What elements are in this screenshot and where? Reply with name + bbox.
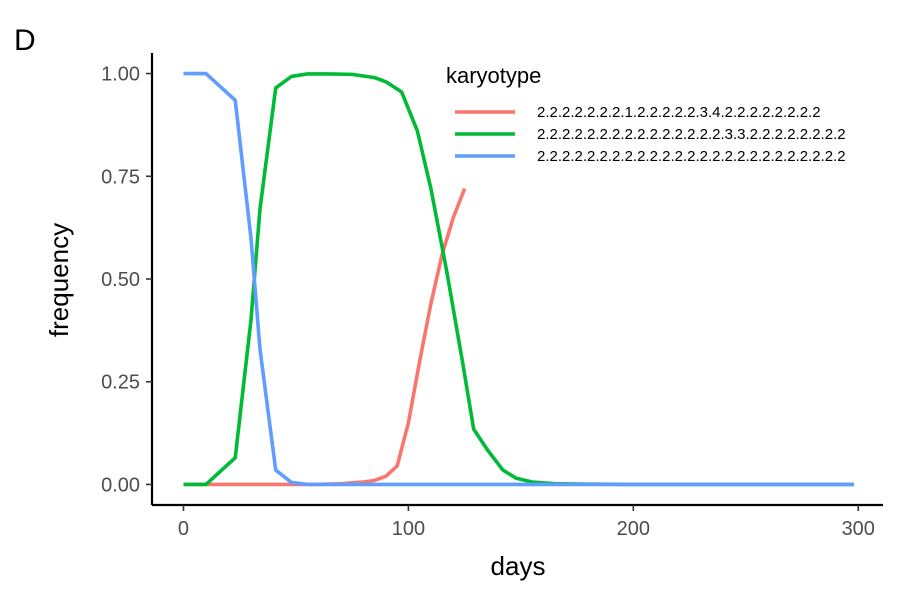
- panel-label: D: [14, 24, 36, 57]
- legend-label-1: 2.2.2.2.2.2.2.1.2.2.2.2.2.3.4.2.2.2.2.2.…: [537, 104, 821, 121]
- legend-label-3: 2.2.2.2.2.2.2.2.2.2.2.2.2.2.2.2.2.2.2.2.…: [537, 148, 846, 165]
- y-tick-label: 0.75: [101, 166, 140, 188]
- x-axis-title: days: [491, 551, 546, 581]
- x-tick-label: 300: [842, 518, 875, 540]
- x-tick-label: 200: [617, 518, 650, 540]
- legend-label-2: 2.2.2.2.2.2.2.2.2.2.2.2.2.2.2.3.3.2.2.2.…: [537, 126, 846, 143]
- series-line-1: [183, 187, 467, 487]
- series-line-3: [183, 71, 854, 487]
- y-axis-ticks: 0.00 0.25 0.50 0.75 1.00: [101, 64, 152, 496]
- y-axis-title: frequency: [44, 223, 74, 337]
- y-tick-label: 1.00: [101, 64, 140, 86]
- legend-title: karyotype: [446, 63, 541, 88]
- y-tick-label: 0.50: [101, 269, 140, 291]
- x-tick-label: 100: [392, 518, 425, 540]
- x-axis-ticks: 0 100 200 300: [178, 505, 875, 540]
- y-tick-label: 0.00: [101, 474, 140, 496]
- y-tick-label: 0.25: [101, 372, 140, 394]
- legend-items: 2.2.2.2.2.2.2.1.2.2.2.2.2.3.4.2.2.2.2.2.…: [455, 104, 846, 165]
- x-tick-label: 0: [178, 518, 189, 540]
- legend: karyotype 2.2.2.2.2.2.2.1.2.2.2.2.2.3.4.…: [446, 63, 846, 165]
- series-layer: [183, 71, 854, 487]
